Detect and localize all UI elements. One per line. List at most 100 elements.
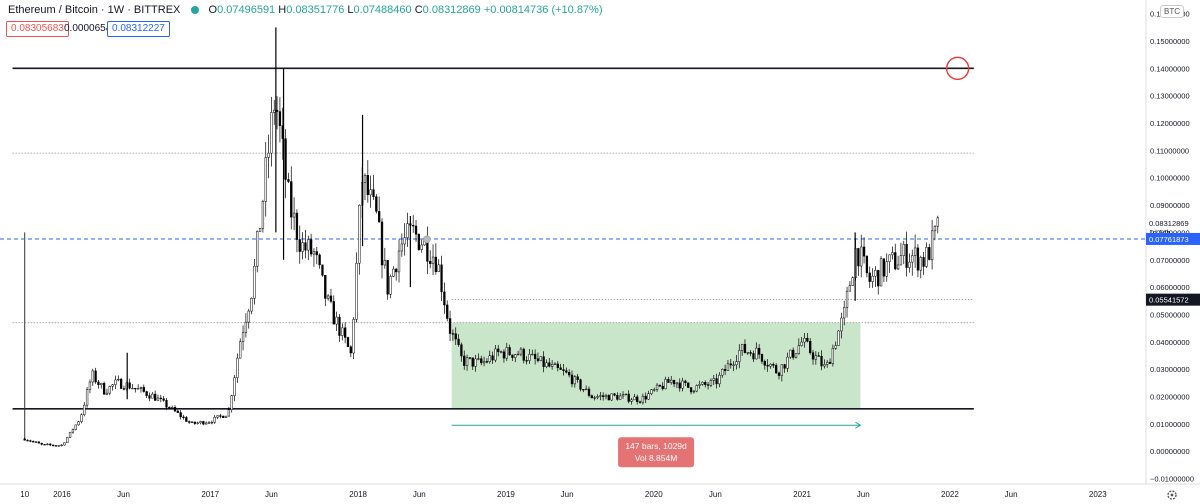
candle-body-256	[749, 352, 752, 354]
candle-body-321	[933, 225, 937, 232]
candle-body-39	[134, 387, 137, 390]
candle-body-157	[468, 357, 472, 359]
candle-body-268	[783, 364, 786, 369]
candle-body-62	[199, 421, 202, 424]
candle-body-279	[814, 355, 818, 360]
candle-body-98	[301, 242, 304, 252]
candle-body-196	[579, 379, 582, 390]
candle-body-66	[210, 422, 214, 424]
candle-body-294	[857, 248, 860, 267]
candle-body-263	[769, 363, 772, 367]
price-label-bg-0	[1146, 216, 1200, 229]
candle-body-309	[899, 255, 903, 266]
candle-body-187	[553, 363, 557, 365]
candle-body-72	[227, 409, 231, 417]
buy-button[interactable]: 0.08312227	[107, 21, 170, 37]
candle-body-81	[253, 265, 256, 299]
event-marker-icon[interactable]	[423, 235, 431, 244]
candle-body-316	[919, 257, 922, 271]
candle-body-170	[505, 347, 508, 359]
candle-body-121	[366, 175, 369, 196]
candle-body-218	[641, 395, 645, 403]
candle-body-203	[599, 395, 602, 397]
close-label: C	[414, 4, 423, 16]
candle-body-273	[797, 345, 800, 354]
candle-body-208	[613, 393, 616, 396]
candle-body-242	[709, 380, 713, 386]
candle-body-133	[400, 243, 403, 252]
candle-body-125	[378, 211, 381, 223]
candle-body-315	[916, 247, 920, 271]
candle-body-211	[621, 394, 625, 397]
candle-body-198	[585, 388, 588, 391]
candle-body-261	[763, 361, 766, 366]
candle-body-21	[83, 404, 86, 415]
candle-body-319	[928, 247, 931, 260]
price-axis-tick-17: −0.01000000	[1150, 475, 1194, 484]
candle-body-275	[803, 337, 806, 343]
price-axis-tick-13: 0.03000000	[1150, 365, 1190, 374]
price-axis-tick-8: 0.08000000	[1150, 228, 1190, 237]
candle-body-71	[224, 415, 228, 418]
candle-body-50	[165, 400, 168, 408]
target-circle[interactable]	[945, 56, 970, 81]
candle-body-229	[672, 379, 676, 385]
candle-body-138	[414, 225, 418, 235]
candle-body-58	[188, 421, 191, 423]
candle-body-295	[860, 246, 863, 267]
candle-body-132	[397, 250, 401, 273]
candle-body-167	[497, 348, 500, 353]
candle-body-90	[278, 111, 282, 126]
candle-body-16	[68, 431, 72, 438]
symbol-title[interactable]: Ethereum / Bitcoin · 1W · BITTREX	[8, 4, 181, 16]
candle-body-285	[831, 348, 835, 364]
candle-body-100	[307, 239, 310, 251]
candle-body-171	[508, 347, 511, 356]
candle-body-265	[775, 365, 778, 374]
candle-body-37	[128, 382, 131, 389]
candle-body-113	[343, 327, 347, 338]
low-label: L	[347, 4, 354, 16]
time-axis-tick-6: Jun	[413, 490, 426, 499]
sell-button[interactable]: 0.08305683	[6, 21, 69, 37]
candle-body-59	[190, 421, 194, 424]
candle-body-124	[375, 196, 378, 212]
price-label-bg-2	[1146, 293, 1200, 306]
candle-body-6	[40, 442, 43, 445]
candle-body-115	[349, 346, 352, 354]
currency-selector[interactable]: BTC	[1160, 5, 1184, 18]
candle-body-283	[826, 361, 829, 365]
candle-body-255	[746, 352, 749, 354]
candle-body-118	[358, 204, 361, 264]
candle-body-180	[533, 353, 537, 359]
candle-body-200	[590, 395, 593, 399]
candle-body-175	[519, 348, 523, 355]
candle-body-75	[236, 357, 239, 378]
candle-body-278	[811, 352, 815, 360]
candle-body-56	[182, 416, 185, 418]
time-axis-tick-4: Jun	[265, 490, 278, 499]
candle-body-42	[142, 387, 145, 392]
settings-gear-icon[interactable]	[1167, 490, 1177, 500]
candle-body-25	[94, 370, 97, 383]
candle-body-217	[638, 401, 642, 403]
chart-legend: Ethereum / Bitcoin · 1W · BITTREX O0.074…	[8, 4, 603, 16]
time-axis-tick-1: 2016	[53, 490, 71, 499]
candle-body-186	[550, 364, 554, 367]
candle-body-168	[499, 351, 503, 353]
candle-body-94	[290, 181, 293, 218]
measure-arrowhead	[855, 421, 862, 429]
candle-body-80	[250, 298, 253, 312]
candle-body-182	[539, 356, 542, 361]
candle-body-163	[485, 361, 489, 363]
measure-label-bars: 147 bars, 1029d	[625, 441, 687, 451]
range-box[interactable]	[451, 322, 861, 409]
candle-body-216	[636, 396, 639, 402]
candle-body-314	[913, 247, 917, 256]
candle-body-159	[474, 358, 477, 367]
time-axis-tick-12: Jun	[857, 490, 870, 499]
candle-body-181	[536, 358, 540, 361]
candle-body-137	[412, 225, 415, 227]
candle-body-150	[448, 318, 452, 334]
